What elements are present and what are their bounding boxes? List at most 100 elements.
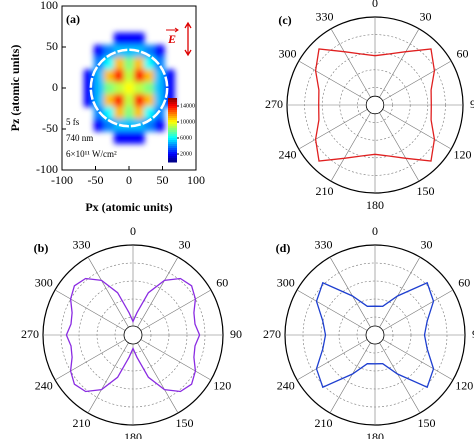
theta-tick-label: 90 <box>470 97 474 111</box>
theta-tick-label: 60 <box>458 275 470 289</box>
theta-grid-line <box>54 339 126 381</box>
heat-cell <box>154 94 165 107</box>
theta-tick-label: 300 <box>277 275 295 289</box>
colorbar-step <box>168 110 177 113</box>
theta-tick-label: 240 <box>277 378 295 392</box>
theta-tick-label: 120 <box>455 378 473 392</box>
panel-label: (c) <box>278 13 291 27</box>
theta-tick-label: 270 <box>265 97 283 111</box>
heat-cell <box>123 44 135 58</box>
y-tick-label: -100 <box>36 162 58 176</box>
theta-tick-label: 0 <box>372 224 378 238</box>
theta-grid-line <box>379 112 420 182</box>
theta-tick-label: 120 <box>453 147 471 161</box>
colorbar-step <box>168 138 177 141</box>
heat-cell <box>154 44 165 58</box>
heat-cell <box>164 81 175 95</box>
heat-cell <box>113 131 125 144</box>
heat-cell <box>93 44 105 58</box>
colorbar-step <box>168 100 177 103</box>
detector-ring <box>89 48 169 128</box>
field-arrow <box>184 21 192 57</box>
colorbar-step <box>168 128 177 131</box>
heat-cell <box>123 118 135 132</box>
colorbar-step <box>168 116 177 119</box>
theta-grid-line <box>330 112 371 182</box>
colorbar-step <box>168 134 177 137</box>
theta-tick-label: 210 <box>315 416 333 430</box>
field-label: E <box>167 32 176 46</box>
heat-cell <box>113 69 125 83</box>
colorbar-step <box>168 130 177 133</box>
colorbar-tick-label: 6000 <box>180 135 192 141</box>
heat-cell <box>134 69 145 83</box>
theta-tick-label: 330 <box>73 238 91 252</box>
theta-grid-line <box>382 109 452 150</box>
x-tick-label: -100 <box>51 173 73 187</box>
theta-grid-line <box>298 60 368 101</box>
colorbar-step <box>168 150 177 153</box>
colorbar-step <box>168 108 177 111</box>
heat-cell <box>134 131 145 144</box>
colorbar-step <box>168 160 177 163</box>
heat-cell <box>103 44 115 58</box>
heat-cell <box>103 118 115 132</box>
theta-tick-label: 300 <box>279 46 297 60</box>
theta-tick-label: 150 <box>418 416 436 430</box>
theta-tick-label: 270 <box>21 327 39 341</box>
theta-tick-label: 60 <box>216 275 228 289</box>
theta-grid-line <box>382 60 452 101</box>
theta-grid-line <box>296 289 368 331</box>
heat-cell <box>134 44 145 58</box>
theta-grid-line <box>87 342 129 414</box>
theta-tick-label: 300 <box>35 275 53 289</box>
y-tick-label: 50 <box>46 39 58 53</box>
theta-tick-label: 240 <box>35 378 53 392</box>
y-tick-label: -50 <box>42 121 58 135</box>
annotation: 740 nm <box>66 133 93 143</box>
colorbar-step <box>168 132 177 135</box>
x-tick-label: 100 <box>187 173 205 187</box>
colorbar-step <box>168 98 177 101</box>
heat-cell <box>123 131 135 144</box>
theta-tick-label: 180 <box>366 198 384 212</box>
heat-cell <box>154 118 165 132</box>
heat-cell <box>93 118 105 132</box>
heat-cell <box>123 81 135 95</box>
theta-grid-line <box>382 289 454 331</box>
x-tick-label: -50 <box>88 173 104 187</box>
theta-grid-line <box>379 28 420 98</box>
colorbar-step <box>168 142 177 145</box>
theta-tick-label: 90 <box>472 327 474 341</box>
heat-cell <box>144 57 155 71</box>
y-axis-label: Pz (atomic units) <box>8 45 22 132</box>
heat-cell <box>144 118 155 132</box>
colorbar-step <box>168 154 177 157</box>
heat-cell <box>144 44 155 58</box>
theta-tick-label: 150 <box>417 184 435 198</box>
x-tick-label: 0 <box>126 173 132 187</box>
heat-cell <box>93 81 105 95</box>
heatmap <box>83 32 175 144</box>
heat-cell <box>113 32 125 46</box>
heat-cell <box>144 106 155 120</box>
heat-cell <box>134 106 145 120</box>
heat-cell <box>134 57 145 71</box>
panel-label: (b) <box>34 241 49 255</box>
colorbar-tick-label: 14000 <box>180 103 195 109</box>
heat-cell <box>123 94 135 107</box>
x-axis-label: Px (atomic units) <box>85 200 172 214</box>
heat-cell <box>113 57 125 71</box>
heat-cell <box>103 81 115 95</box>
annotation: 6×10¹¹ W/cm² <box>66 149 117 159</box>
polar-curve <box>65 277 201 393</box>
x-tick-label: 50 <box>157 173 169 187</box>
heat-cell <box>83 94 95 107</box>
theta-grid-line <box>140 339 212 381</box>
theta-tick-label: 180 <box>124 430 142 439</box>
colorbar-step <box>168 122 177 125</box>
heat-cell <box>83 69 95 83</box>
theta-tick-label: 90 <box>230 327 242 341</box>
colorbar-step <box>168 146 177 149</box>
